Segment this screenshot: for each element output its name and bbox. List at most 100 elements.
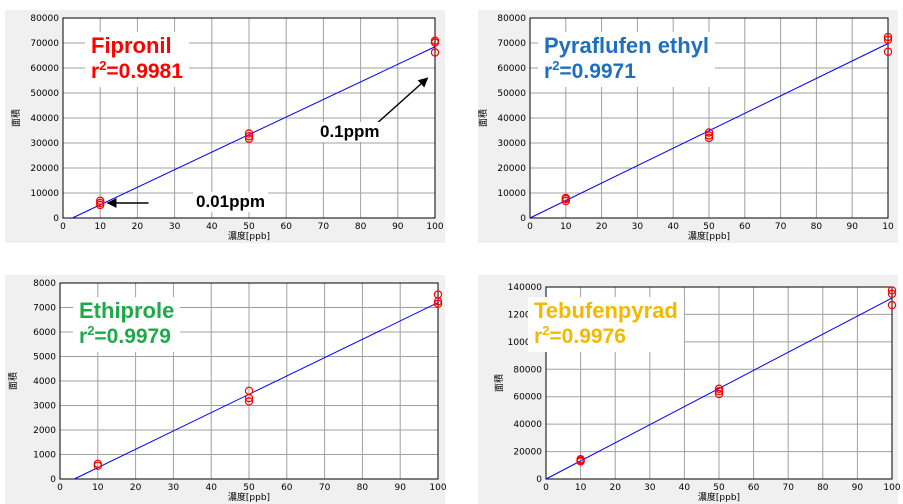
chart-panel-ethiprole: 10 20 30 40 50 60 70 80 90 100 0 0 1000 2000 3000 4000 5… xyxy=(5,275,447,504)
data-point xyxy=(93,459,103,469)
x-tick-label: 90 xyxy=(394,483,406,493)
x-tick-label: 0 xyxy=(527,222,533,232)
y-tick-label: 0 xyxy=(53,214,59,224)
y-tick-label: 10000 xyxy=(30,189,59,199)
compound-label-box: Fipronil r2=0.9981 xyxy=(85,32,189,88)
chart-panel-pyraflufen-ethyl: 10 20 30 40 50 60 70 80 90 10 0 0 10000 20000 30000 400… xyxy=(477,10,898,243)
y-tick-label: 2000 xyxy=(33,426,56,436)
y-axis-title: 面積 xyxy=(7,372,19,390)
data-point xyxy=(714,387,724,396)
y-tick-label: 3000 xyxy=(33,402,56,412)
x-tick-label: 50 xyxy=(713,483,725,493)
plot-border xyxy=(529,17,889,219)
annotation-0-01ppm: 0.01ppm xyxy=(193,192,268,212)
y-tick-label: 7000 xyxy=(33,304,56,314)
x-tick-label: 70 xyxy=(319,483,331,493)
data-point xyxy=(887,286,897,295)
y-tick-label: 60000 xyxy=(513,393,542,403)
y-tick-label: 70000 xyxy=(497,39,526,49)
y-tick-label: 0 xyxy=(520,214,526,224)
x-tick-label: 20 xyxy=(132,222,144,232)
data-point xyxy=(887,289,897,299)
x-axis-title: 濃度[ppb] xyxy=(688,230,730,242)
x-tick-label: 80 xyxy=(817,483,829,493)
compound-name: Ethiprole xyxy=(79,298,175,323)
regression-line xyxy=(72,46,436,219)
regression-line xyxy=(545,297,893,480)
r2-value: r2=0.9981 xyxy=(91,57,183,83)
x-tick-label: 80 xyxy=(357,483,369,493)
y-tick-label: 20000 xyxy=(497,164,526,174)
data-point xyxy=(433,290,443,299)
x-tick-label: 0 xyxy=(543,483,549,493)
x-tick-label: 10 xyxy=(92,483,104,493)
data-point xyxy=(714,384,724,393)
y-tick-label: 60000 xyxy=(497,64,526,74)
annotation-0-1ppm: 0.1ppm xyxy=(317,122,383,142)
data-point xyxy=(561,193,571,203)
data-point xyxy=(430,48,440,57)
y-tick-label: 0 xyxy=(50,475,56,485)
compound-label-box: Ethiprole r2=0.9979 xyxy=(73,297,181,353)
x-tick-label: 40 xyxy=(667,222,679,232)
data-point xyxy=(244,397,254,406)
x-tick-label: 70 xyxy=(318,222,330,232)
y-tick-label: 30000 xyxy=(30,139,59,149)
data-point xyxy=(714,389,724,399)
y-tick-label: 40000 xyxy=(30,114,59,124)
data-point xyxy=(704,128,714,137)
x-tick-label: 20 xyxy=(130,483,142,493)
x-tick-label: 100 xyxy=(426,222,443,232)
data-point xyxy=(576,455,585,464)
chart-svg-ethiprole: 10 20 30 40 50 60 70 80 90 1000010002000300040005… xyxy=(7,279,447,503)
x-tick-label: 0 xyxy=(57,483,63,493)
r2-value: r2=0.9976 xyxy=(534,322,626,348)
x-tick-label: 10 xyxy=(882,222,894,232)
plot-border xyxy=(62,17,436,219)
x-tick-label: 90 xyxy=(852,483,864,493)
y-tick-label: 8000 xyxy=(33,279,56,289)
chart-svg-fipronil: 10 20 30 40 50 60 70 80 90 1000010000200003000040… xyxy=(10,14,444,242)
regression-line xyxy=(529,43,889,219)
x-tick-label: 40 xyxy=(679,483,691,493)
x-tick-label: 20 xyxy=(609,483,621,493)
data-point xyxy=(244,134,254,143)
data-point xyxy=(95,198,105,208)
compound-label-box: Pyraflufen ethyl r2=0.9971 xyxy=(538,32,716,88)
compound-name: Pyraflufen ethyl xyxy=(544,33,710,58)
y-axis-title: 面積 xyxy=(10,109,22,127)
plot-border xyxy=(59,282,439,480)
x-axis-title: 濃度[ppb] xyxy=(698,491,740,503)
y-tick-label: 50000 xyxy=(30,89,59,99)
plot-border xyxy=(545,286,893,480)
x-tick-label: 80 xyxy=(811,222,823,232)
y-tick-label: 1000 xyxy=(33,451,56,461)
chart-panel-fipronil: 10 20 30 40 50 60 70 80 90 100 0 0 10000 20000 30000 40… xyxy=(5,10,445,243)
regression-line xyxy=(74,302,439,480)
x-tick-label: 30 xyxy=(169,222,181,232)
x-tick-label: 60 xyxy=(281,483,293,493)
x-tick-label: 50 xyxy=(703,222,715,232)
x-tick-label: 100 xyxy=(883,483,900,493)
x-tick-label: 90 xyxy=(392,222,404,232)
x-tick-label: 60 xyxy=(280,222,292,232)
y-tick-label: 10000 xyxy=(497,189,526,199)
data-point xyxy=(704,131,714,140)
y-tick-label: 5000 xyxy=(33,353,56,363)
r2-value: r2=0.9979 xyxy=(79,322,171,348)
x-tick-label: 10 xyxy=(575,483,587,493)
x-tick-label: 20 xyxy=(596,222,608,232)
y-tick-label: 80000 xyxy=(30,14,59,24)
y-tick-label: 4000 xyxy=(33,377,56,387)
x-tick-label: 90 xyxy=(846,222,858,232)
y-tick-label: 40000 xyxy=(513,420,542,430)
y-tick-label: 120000 xyxy=(508,310,543,320)
data-point xyxy=(244,132,254,141)
y-tick-label: 50000 xyxy=(497,89,526,99)
data-point xyxy=(887,300,897,310)
y-tick-label: 60000 xyxy=(30,64,59,74)
y-tick-label: 6000 xyxy=(33,328,56,338)
y-tick-label: 20000 xyxy=(513,448,542,458)
x-tick-label: 10 xyxy=(560,222,572,232)
x-tick-label: 30 xyxy=(168,483,180,493)
